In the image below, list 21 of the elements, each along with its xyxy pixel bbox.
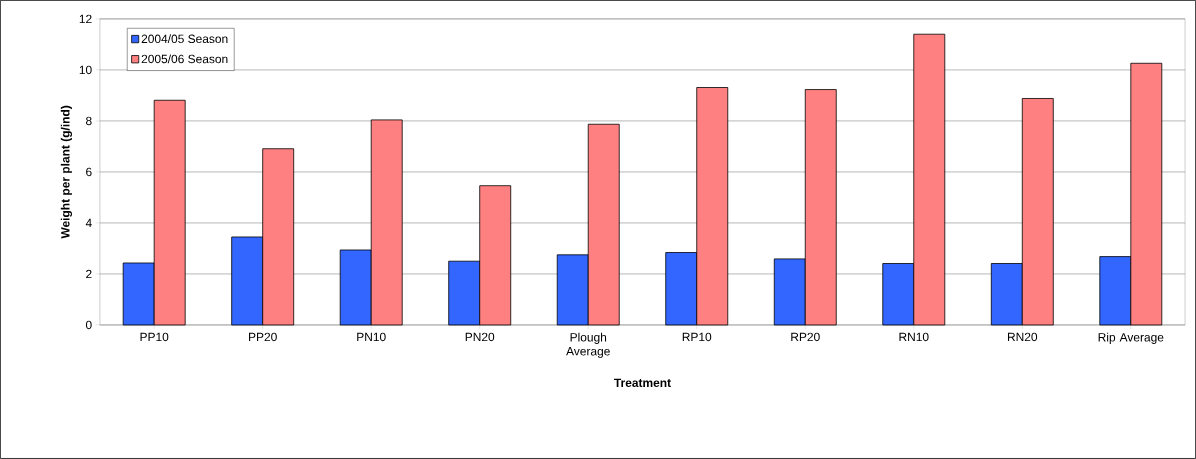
- x-tick-label: PP10: [140, 332, 169, 342]
- y-tick-label: 0: [85, 320, 92, 330]
- y-tick-label: 4: [85, 218, 92, 228]
- legend-label: 2005/06 Season: [141, 54, 228, 64]
- legend-label: 2004/05 Season: [141, 34, 228, 44]
- y-tick-label: 10: [79, 65, 92, 75]
- x-tick-label: Rip Average: [1098, 332, 1164, 344]
- y-tick-label: 12: [79, 14, 92, 24]
- x-tick-label: PN10: [357, 332, 386, 342]
- x-tick-label: RN10: [899, 332, 929, 342]
- x-axis-title: Treatment: [614, 378, 671, 388]
- y-tick-label: 6: [86, 167, 92, 177]
- x-tick-label: PP20: [249, 332, 277, 342]
- x-tick-label: RP10: [682, 332, 712, 342]
- x-tick-label: Plough Average: [566, 332, 610, 358]
- x-tick-label: RN20: [1007, 332, 1038, 342]
- x-tick-label: PN20: [465, 332, 495, 342]
- y-tick-label: 8: [86, 116, 92, 126]
- y-axis-title: Weight per plant (g/ind): [60, 105, 72, 239]
- x-tick-label: RP20: [791, 332, 820, 342]
- y-tick-label: 2: [86, 269, 92, 279]
